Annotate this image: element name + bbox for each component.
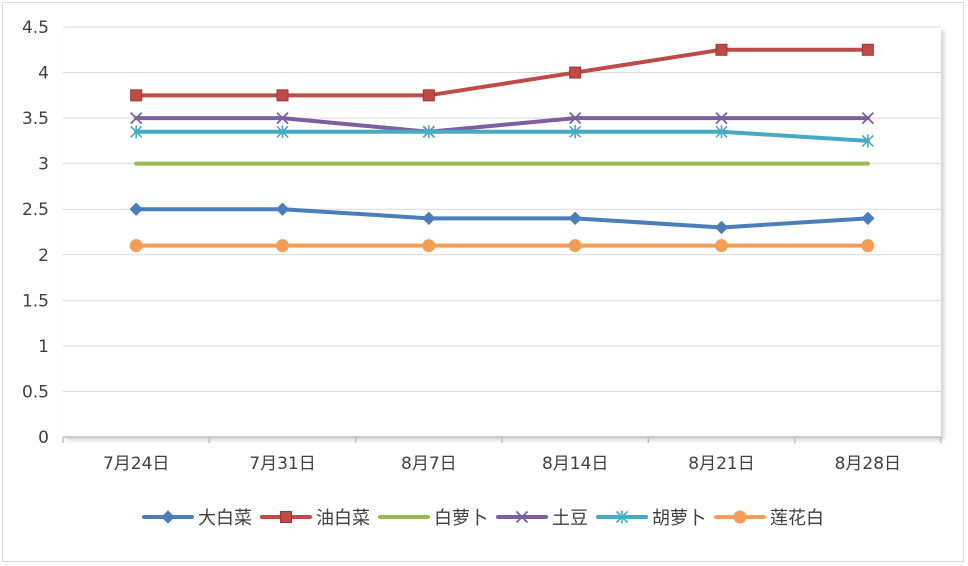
x-tick-label: 7月31日 xyxy=(249,454,315,474)
data-point xyxy=(715,111,728,125)
data-point xyxy=(615,510,629,524)
data-point xyxy=(861,211,875,226)
series-line xyxy=(134,207,870,230)
data-point xyxy=(715,239,728,253)
data-point xyxy=(275,202,290,216)
series-2 xyxy=(130,43,874,102)
data-point xyxy=(861,43,874,56)
data-point xyxy=(280,511,292,523)
legend: 大白菜 油白菜 白萝卜 土豆 胡萝卜 莲花白 xyxy=(142,508,824,529)
data-point xyxy=(130,125,143,139)
plot-area xyxy=(63,27,941,437)
x-tick-label: 7月24日 xyxy=(103,454,169,474)
data-point xyxy=(715,125,728,139)
series-1 xyxy=(129,202,875,235)
legend-item: 土豆 xyxy=(496,508,588,529)
data-point xyxy=(569,111,582,125)
legend-item: 莲花白 xyxy=(714,508,824,529)
x-tick-label: 8月21日 xyxy=(688,454,754,474)
data-point xyxy=(733,510,747,524)
data-point xyxy=(422,125,435,139)
x-tick-label: 8月7日 xyxy=(401,454,457,474)
data-point xyxy=(861,111,874,125)
data-point xyxy=(422,239,436,253)
data-point xyxy=(422,89,435,102)
data-point xyxy=(130,89,143,102)
data-point xyxy=(276,125,289,139)
legend-label: 莲花白 xyxy=(770,508,824,529)
data-point xyxy=(276,111,289,125)
series-line xyxy=(134,47,870,98)
y-tick-label: 3 xyxy=(38,155,49,175)
data-point xyxy=(515,510,529,524)
series-6 xyxy=(129,239,875,253)
data-point xyxy=(161,510,175,524)
data-point xyxy=(422,211,436,226)
data-point xyxy=(129,239,143,253)
series-line xyxy=(134,129,870,143)
data-point xyxy=(276,89,289,102)
data-point xyxy=(861,239,875,253)
legend-label: 油白菜 xyxy=(316,508,370,529)
legend-item: 胡萝卜 xyxy=(596,508,706,529)
legend-item: 白萝卜 xyxy=(378,508,488,529)
y-tick-label: 0.5 xyxy=(22,382,49,402)
x-tick-label: 8月28日 xyxy=(835,454,901,474)
y-tick-label: 4.5 xyxy=(22,18,49,38)
legend-label: 白萝卜 xyxy=(434,508,488,529)
x-tick-label: 8月14日 xyxy=(542,454,608,474)
data-point xyxy=(715,43,728,56)
data-point xyxy=(569,66,582,79)
y-tick-label: 0 xyxy=(38,428,49,448)
y-tick-label: 1 xyxy=(38,337,49,357)
y-tick-label: 2.5 xyxy=(22,200,49,220)
legend-item: 油白菜 xyxy=(260,508,370,529)
data-point xyxy=(861,134,874,148)
data-point xyxy=(276,239,289,253)
y-tick-label: 2 xyxy=(38,246,49,266)
legend-label: 大白菜 xyxy=(198,508,252,529)
data-point xyxy=(569,125,582,139)
y-tick-label: 3.5 xyxy=(22,109,49,129)
series-5 xyxy=(130,125,874,148)
data-point xyxy=(129,202,143,216)
legend-item: 大白菜 xyxy=(142,508,252,529)
legend-label: 土豆 xyxy=(552,508,588,529)
line-chart: 0 0.5 1 1.5 2 2.5 3 3.5 4 4.5 7月24日 7月31日 8月7日 8月14日 8… xyxy=(22,18,942,529)
legend-label: 胡萝卜 xyxy=(652,508,706,529)
y-tick-label: 4 xyxy=(38,64,49,84)
y-tick-label: 1.5 xyxy=(22,291,49,311)
data-point xyxy=(130,111,143,125)
data-point xyxy=(568,211,582,226)
data-point xyxy=(714,220,729,235)
series-line xyxy=(134,116,870,134)
data-point xyxy=(568,239,582,253)
